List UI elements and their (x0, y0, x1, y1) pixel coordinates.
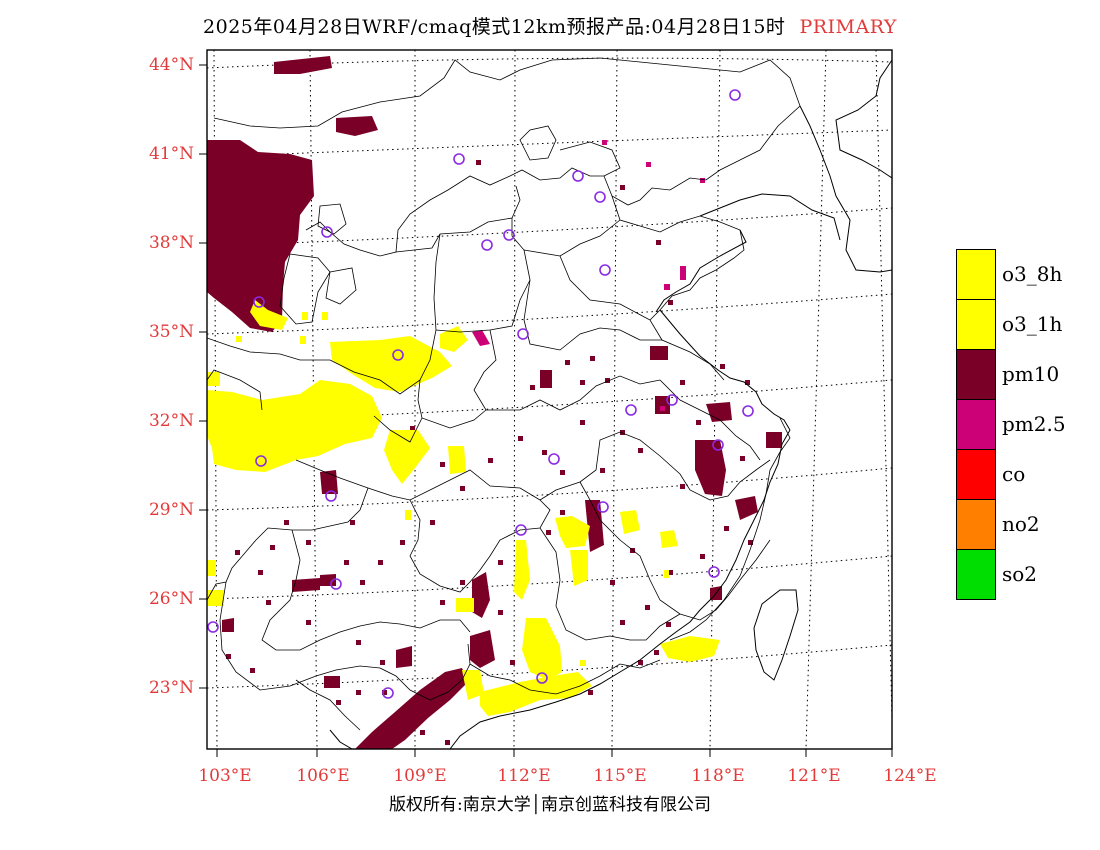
lat-label-29n: 29°N (148, 500, 194, 520)
legend-label: no2 (1002, 512, 1040, 536)
pm10-fields (207, 56, 782, 749)
legend-swatch (956, 349, 996, 400)
lat-label-23n: 23°N (148, 678, 194, 698)
title-main: 2025年04月28日WRF/cmaq模式12km预报产品:04月28日15时 (203, 16, 786, 38)
legend-swatch (956, 249, 996, 300)
legend-swatch (956, 299, 996, 350)
lon-label-115e: 115°E (593, 766, 647, 786)
lat-label-44n: 44°N (148, 55, 194, 75)
lat-label-35n: 35°N (148, 322, 194, 342)
legend-label: o3_1h (1002, 312, 1063, 336)
legend-label: pm2.5 (1002, 412, 1066, 436)
map-frame (206, 49, 893, 750)
title-primary-tag: PRIMARY (799, 16, 897, 38)
lon-label-109e: 109°E (393, 766, 447, 786)
graticule (207, 50, 892, 749)
lon-label-124e: 124°E (883, 766, 937, 786)
lat-label-38n: 38°N (148, 233, 194, 253)
map-title: 2025年04月28日WRF/cmaq模式12km预报产品:04月28日15时 P… (0, 12, 1100, 39)
lon-label-121e: 121°E (787, 766, 841, 786)
legend-label: o3_8h (1002, 262, 1063, 286)
coastline (329, 59, 892, 749)
legend-label: pm10 (1002, 362, 1060, 386)
legend-swatch (956, 499, 996, 550)
legend-swatch (956, 449, 996, 500)
lat-label-41n: 41°N (148, 144, 194, 164)
lon-label-103e: 103°E (198, 766, 252, 786)
lon-label-118e: 118°E (691, 766, 745, 786)
legend-swatch (956, 399, 996, 450)
city-markers (207, 89, 754, 699)
axis-ticks (199, 64, 893, 757)
o3-fields (207, 300, 720, 716)
legend-swatch (956, 549, 996, 600)
legend-label: co (1002, 462, 1026, 486)
lat-label-32n: 32°N (148, 411, 194, 431)
pm25-fields (472, 140, 705, 411)
legend-label: so2 (1002, 562, 1038, 586)
lat-label-26n: 26°N (148, 589, 194, 609)
lon-label-112e: 112°E (497, 766, 551, 786)
lon-label-106e: 106°E (296, 766, 350, 786)
copyright-text: 版权所有:南京大学│南京创蓝科技有限公司 (389, 795, 711, 815)
